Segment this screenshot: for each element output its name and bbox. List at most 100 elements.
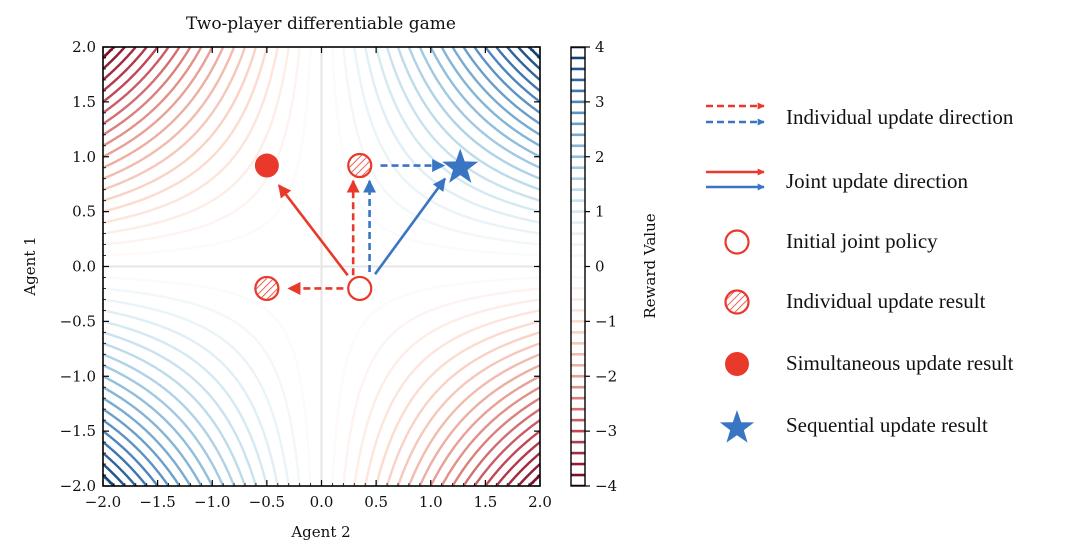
contour-line — [462, 47, 540, 125]
point-individual-left — [254, 275, 280, 302]
contour-line — [473, 47, 540, 114]
contour-line — [103, 47, 301, 246]
contour-line — [103, 375, 214, 486]
zero-lines — [103, 47, 540, 486]
contour-line — [103, 276, 312, 486]
contour-line — [103, 309, 279, 486]
x-tick-label: −1.5 — [139, 493, 175, 511]
contour-line — [418, 47, 540, 169]
contour-line — [440, 386, 540, 486]
y-tick-label: −0.5 — [60, 312, 96, 330]
joint-red-arrow — [277, 184, 349, 277]
y-tick-label: 2.0 — [72, 38, 96, 56]
contour-line — [418, 364, 540, 486]
contour-line — [103, 47, 312, 257]
y-tick-label: −1.0 — [60, 367, 96, 385]
contour-line — [385, 331, 540, 486]
legend-item-individual-direction: Individual update direction — [706, 102, 1014, 129]
contour-line — [103, 430, 159, 486]
contour-line — [103, 298, 290, 486]
colorbar-tick-label: 3 — [595, 93, 605, 111]
contour-line — [103, 47, 279, 224]
contour-line — [103, 408, 181, 486]
plot-area: −2.0 −1.5 −1.0 −0.5 0.0 0.5 1.0 1.5 2.0 −2.0 −1.5… — [60, 38, 552, 511]
hatched-circle-icon — [724, 289, 750, 315]
legend-item-individual-result: Individual update result — [724, 289, 986, 315]
legend-item-sequential-result: Sequential update result — [719, 410, 988, 443]
colorbar-label: Reward Value — [641, 213, 659, 318]
legend-label-joint-direction: Joint update direction — [786, 169, 968, 193]
contour-line — [429, 375, 540, 486]
point-sequential — [442, 148, 479, 183]
legend: Individual update direction Joint update… — [706, 102, 1014, 443]
contour-line — [103, 47, 181, 125]
contour-line — [495, 441, 540, 486]
x-axis-label: Agent 2 — [290, 523, 350, 541]
contour-line — [353, 47, 540, 235]
contour-line — [103, 47, 137, 81]
contour-line — [103, 386, 203, 486]
contour-line — [484, 430, 540, 486]
contour-line — [103, 47, 236, 180]
point-individual-up — [347, 152, 373, 179]
contour-line — [103, 47, 258, 202]
contour-line — [353, 298, 540, 486]
colorbar-tick-label: 2 — [595, 148, 605, 166]
contour-line — [429, 47, 540, 158]
contour-line — [103, 463, 126, 486]
contour-line — [103, 47, 192, 136]
contour-line — [103, 353, 236, 486]
contour-line — [440, 47, 540, 147]
contour-line — [331, 47, 540, 257]
filled-circle-icon — [725, 352, 749, 376]
contour-line — [103, 47, 170, 114]
colorbar-tick-label: −4 — [595, 477, 617, 495]
contour-line — [517, 47, 540, 70]
contour-line — [103, 47, 148, 92]
contour-lines — [103, 47, 540, 486]
contour-line — [517, 463, 540, 486]
y-tick-label: 1.5 — [72, 93, 96, 111]
chart-title: Two-player differentiable game — [186, 14, 456, 34]
contour-line — [527, 474, 540, 486]
contour-line — [364, 309, 540, 486]
colorbar: 4 3 2 1 0 −1 −2 −3 −4 Reward Value — [570, 38, 659, 495]
x-tick-label: 0.5 — [364, 493, 388, 511]
legend-label-sequential-result: Sequential update result — [786, 413, 988, 437]
contour-line — [506, 47, 540, 81]
legend-item-initial-policy: Initial joint policy — [724, 229, 938, 255]
open-circle-icon — [724, 229, 750, 255]
contour-line — [103, 474, 116, 486]
y-tick-label: 0.5 — [72, 203, 96, 221]
contour-line — [103, 331, 258, 486]
colorbar-levels — [571, 47, 585, 486]
contour-line — [103, 287, 301, 486]
y-tick-label: −1.5 — [60, 422, 96, 440]
contour-line — [103, 47, 290, 235]
contour-line — [103, 47, 203, 147]
point-simultaneous — [254, 153, 279, 178]
y-axis-ticks: −2.0 −1.5 −1.0 −0.5 0.0 0.5 1.0 1.5 2.0 — [60, 38, 540, 495]
contour-line — [364, 47, 540, 224]
y-tick-label: 0.0 — [72, 258, 96, 276]
contour-line — [407, 47, 540, 180]
colorbar-tick-label: −1 — [595, 312, 617, 330]
colorbar-tick-label: 4 — [595, 38, 605, 56]
x-tick-label: 0.0 — [310, 493, 334, 511]
colorbar-tick-label: −2 — [595, 367, 617, 385]
contour-line — [374, 47, 540, 213]
contour-line — [103, 397, 192, 486]
contour-line — [103, 47, 214, 158]
contour-line — [103, 342, 247, 486]
contour-line — [396, 342, 540, 486]
contour-line — [473, 419, 540, 486]
x-tick-label: 2.0 — [528, 493, 552, 511]
contour-line — [103, 47, 159, 103]
contour-line — [396, 47, 540, 191]
contour-line — [103, 441, 148, 486]
contour-line — [342, 287, 540, 486]
contour-line — [342, 47, 540, 246]
point-initial — [347, 275, 373, 302]
colorbar-ticks: 4 3 2 1 0 −1 −2 −3 −4 — [585, 38, 617, 495]
